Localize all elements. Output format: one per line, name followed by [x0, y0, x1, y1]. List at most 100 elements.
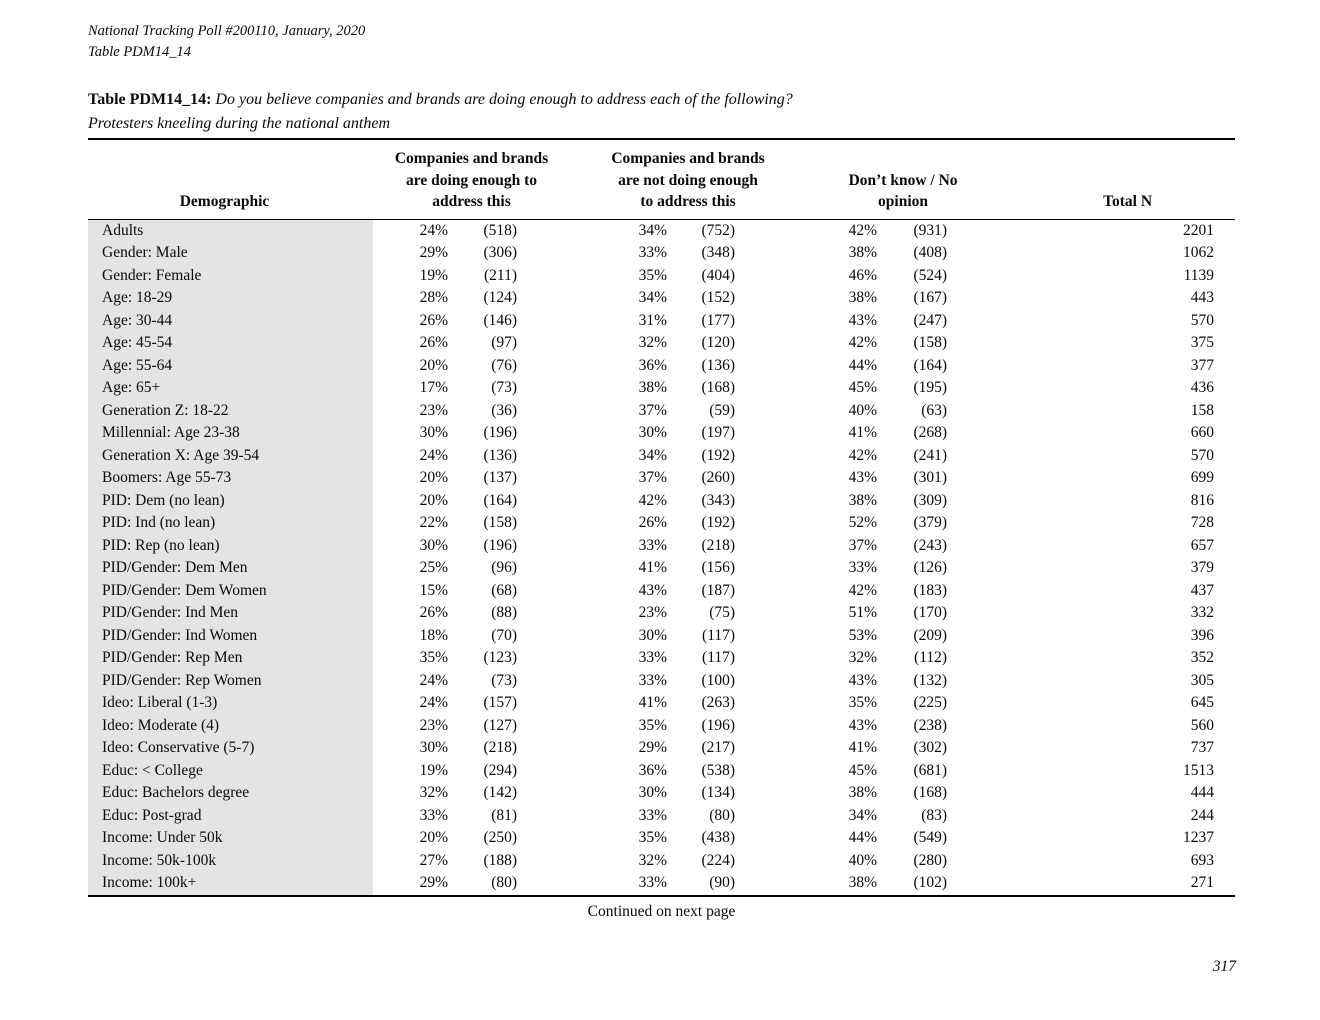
demographic-cell: PID/Gender: Rep Women	[88, 669, 373, 692]
not-doing-n-cell: (752)	[701, 221, 736, 239]
doing-n-cell: (36)	[491, 401, 518, 419]
not-doing-pct-cell: 42%	[638, 491, 668, 509]
doing-n-cell: (73)	[491, 379, 518, 396]
demographic-cell: Gender: Female	[88, 264, 373, 287]
table-row: Educ: Bachelors degree 32% (142) 30% (134) 38…	[88, 782, 1235, 805]
total-n-cell: 1513	[1183, 761, 1215, 779]
doing-pct-cell: 27%	[419, 851, 448, 869]
table-row: Generation X: Age 39-54 24% (136) 34% (192) 4…	[88, 444, 1235, 467]
dk-n-cell: (158)	[913, 334, 948, 351]
dk-n-cell: (63)	[921, 401, 948, 419]
not-doing-pct-cell: 41%	[638, 559, 668, 576]
doing-n-cell: (250)	[483, 829, 518, 846]
total-n-cell: 396	[1190, 626, 1215, 644]
doing-pct-cell: 23%	[419, 401, 448, 419]
total-n-cell: 244	[1190, 806, 1215, 824]
table-header-row: Demographic Companies and brands are doi…	[88, 139, 1236, 220]
demographic-cell: Income: 100k+	[88, 872, 373, 896]
dk-pct-cell: 45%	[848, 379, 878, 396]
dk-n-cell: (225)	[913, 694, 948, 711]
not-doing-n-cell: (177)	[701, 311, 736, 329]
total-n-cell: 443	[1190, 289, 1215, 306]
demographic-cell: Educ: < College	[88, 759, 373, 782]
dk-n-cell: (238)	[913, 716, 948, 734]
table-row: Ideo: Liberal (1-3) 24% (157) 41% (263) 35% (2…	[88, 692, 1235, 715]
not-doing-n-cell: (192)	[701, 514, 736, 531]
not-doing-pct-cell: 33%	[638, 874, 668, 891]
doing-pct-cell: 19%	[419, 761, 448, 779]
demographic-cell: Ideo: Moderate (4)	[88, 714, 373, 737]
demographic-cell: PID/Gender: Dem Men	[88, 557, 373, 580]
not-doing-n-cell: (136)	[701, 356, 736, 374]
column-header-demographic: Demographic	[88, 139, 373, 220]
total-n-cell: 437	[1190, 581, 1215, 599]
dk-n-cell: (183)	[913, 581, 948, 599]
table-row: Educ: < College 19% (294) 36% (538) 45% (681) 1…	[88, 759, 1235, 782]
dk-pct-cell: 43%	[848, 469, 878, 486]
not-doing-pct-cell: 34%	[638, 446, 668, 464]
doing-pct-cell: 29%	[419, 244, 448, 261]
doing-pct-cell: 23%	[419, 716, 448, 734]
table-body: Adults 24% (518) 34% (752) 42% (931) 2201 Gender…	[88, 219, 1235, 896]
demographic-cell: PID: Rep (no lean)	[88, 534, 373, 557]
doing-pct-cell: 20%	[419, 491, 448, 509]
column-header-line: are not doing enough	[618, 171, 758, 189]
column-header-line: are doing enough to	[405, 171, 538, 189]
not-doing-n-cell: (224)	[701, 851, 736, 869]
column-header-line: Companies and brands	[394, 150, 549, 167]
column-header-line: opinion	[878, 193, 929, 210]
dk-pct-cell: 42%	[848, 581, 878, 599]
demographic-cell: Educ: Post-grad	[88, 804, 373, 827]
dk-n-cell: (681)	[913, 761, 948, 779]
not-doing-pct-cell: 32%	[638, 851, 668, 869]
not-doing-pct-cell: 41%	[638, 694, 668, 711]
dk-pct-cell: 38%	[848, 289, 878, 306]
demographic-cell: Age: 65+	[88, 377, 373, 400]
doing-n-cell: (211)	[484, 266, 518, 284]
not-doing-n-cell: (187)	[701, 581, 736, 599]
dk-n-cell: (164)	[913, 356, 948, 374]
not-doing-pct-cell: 34%	[638, 289, 668, 306]
dk-pct-cell: 53%	[848, 626, 878, 644]
doing-pct-cell: 25%	[419, 559, 448, 576]
dk-pct-cell: 46%	[848, 266, 878, 284]
doing-n-cell: (124)	[483, 289, 518, 306]
doing-pct-cell: 33%	[419, 806, 448, 824]
dk-n-cell: (170)	[913, 604, 948, 621]
doing-pct-cell: 26%	[419, 604, 448, 621]
not-doing-n-cell: (168)	[701, 379, 736, 396]
demographic-cell: Boomers: Age 55-73	[88, 467, 373, 490]
doing-n-cell: (146)	[483, 311, 518, 329]
dk-pct-cell: 38%	[848, 874, 878, 891]
dk-pct-cell: 41%	[848, 424, 878, 441]
dk-pct-cell: 41%	[848, 739, 878, 756]
total-n-cell: 728	[1190, 514, 1215, 531]
table-title-block: Table PDM14_14: Do you believe companies…	[88, 88, 1235, 136]
table-row: PID: Dem (no lean) 20% (164) 42% (343) 38% (30…	[88, 489, 1235, 512]
not-doing-n-cell: (59)	[709, 401, 736, 419]
dk-pct-cell: 35%	[848, 694, 878, 711]
column-header-doing-enough: Companies and brands are doing enough to…	[373, 139, 571, 220]
doing-pct-cell: 17%	[419, 379, 448, 396]
dk-pct-cell: 33%	[848, 559, 878, 576]
doing-pct-cell: 19%	[419, 266, 448, 284]
dk-n-cell: (379)	[913, 514, 948, 531]
table-row: Age: 30-44 26% (146) 31% (177) 43% (247) 570	[88, 309, 1235, 332]
table-row: Income: Under 50k 20% (250) 35% (438) 44% (549…	[88, 827, 1235, 850]
dk-n-cell: (112)	[914, 649, 948, 666]
total-n-cell: 379	[1190, 559, 1215, 576]
doing-n-cell: (127)	[483, 716, 518, 734]
column-header-not-doing-enough: Companies and brands are not doing enoug…	[570, 139, 807, 220]
total-n-cell: 570	[1190, 446, 1215, 464]
table-row: Age: 65+ 17% (73) 38% (168) 45% (195) 436	[88, 377, 1235, 400]
doing-pct-cell: 30%	[419, 424, 448, 441]
dk-n-cell: (83)	[921, 806, 948, 824]
doing-n-cell: (88)	[491, 604, 518, 621]
total-n-cell: 737	[1190, 739, 1215, 756]
doing-pct-cell: 26%	[419, 311, 448, 329]
column-header-line: Companies and brands	[611, 150, 765, 167]
total-n-cell: 657	[1190, 536, 1215, 554]
demographic-cell: Educ: Bachelors degree	[88, 782, 373, 805]
not-doing-n-cell: (217)	[701, 739, 736, 756]
not-doing-pct-cell: 30%	[638, 424, 668, 441]
